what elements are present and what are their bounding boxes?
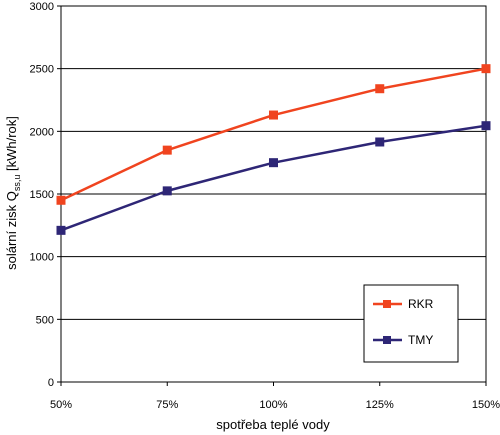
data-point-rkr [162,145,172,155]
x-axis-title: spotřeba teplé vody [216,417,330,432]
x-tick-label: 125% [366,399,394,411]
data-point-tmy [481,121,491,131]
x-tick-label: 75% [156,399,178,411]
series-group [56,64,491,235]
legend-label-tmy: TMY [408,333,433,347]
legend-entry-rkr: RKR [373,297,434,311]
series-line-tmy [60,124,487,232]
legend-marker-tmy [383,336,391,344]
x-tick-label: 50% [50,399,72,411]
y-tick-label: 3000 [30,1,54,13]
data-point-rkr [375,84,385,94]
data-point-rkr [269,110,278,120]
y-axis-title-unit: [kWh/rok] [4,116,19,175]
y-tick-label: 500 [36,314,54,326]
y-tick-label: 1000 [30,252,54,264]
data-point-tmy [162,186,172,196]
legend-marker-rkr [383,300,391,308]
y-tick-label: 2500 [30,64,54,76]
data-point-rkr [56,195,66,205]
y-tick-label: 0 [48,377,54,389]
legend-box [363,284,459,363]
y-tick-label: 2000 [30,126,54,138]
x-tick-labels: 50% 75% 100% 125% 150% [50,382,500,411]
y-tick-labels: 0 500 1000 1500 2000 2500 3000 [30,1,54,389]
y-axis-title-main: solární zisk Q [4,191,19,270]
data-point-tmy [269,158,278,168]
data-point-tmy [56,225,66,235]
x-tick-label: 100% [259,399,287,411]
data-point-tmy [375,137,385,147]
legend-entry-tmy: TMY [373,333,433,347]
data-point-rkr [481,64,491,74]
y-tick-label: 1500 [30,189,54,201]
y-axis-title: solární zisk Qss,u [kWh/rok] [4,116,22,270]
legend-label-rkr: RKR [408,297,434,311]
y-axis-title-subscript: ss,u [12,175,22,192]
x-tick-label: 150% [472,399,500,411]
legend: RKR TMY [363,284,459,363]
